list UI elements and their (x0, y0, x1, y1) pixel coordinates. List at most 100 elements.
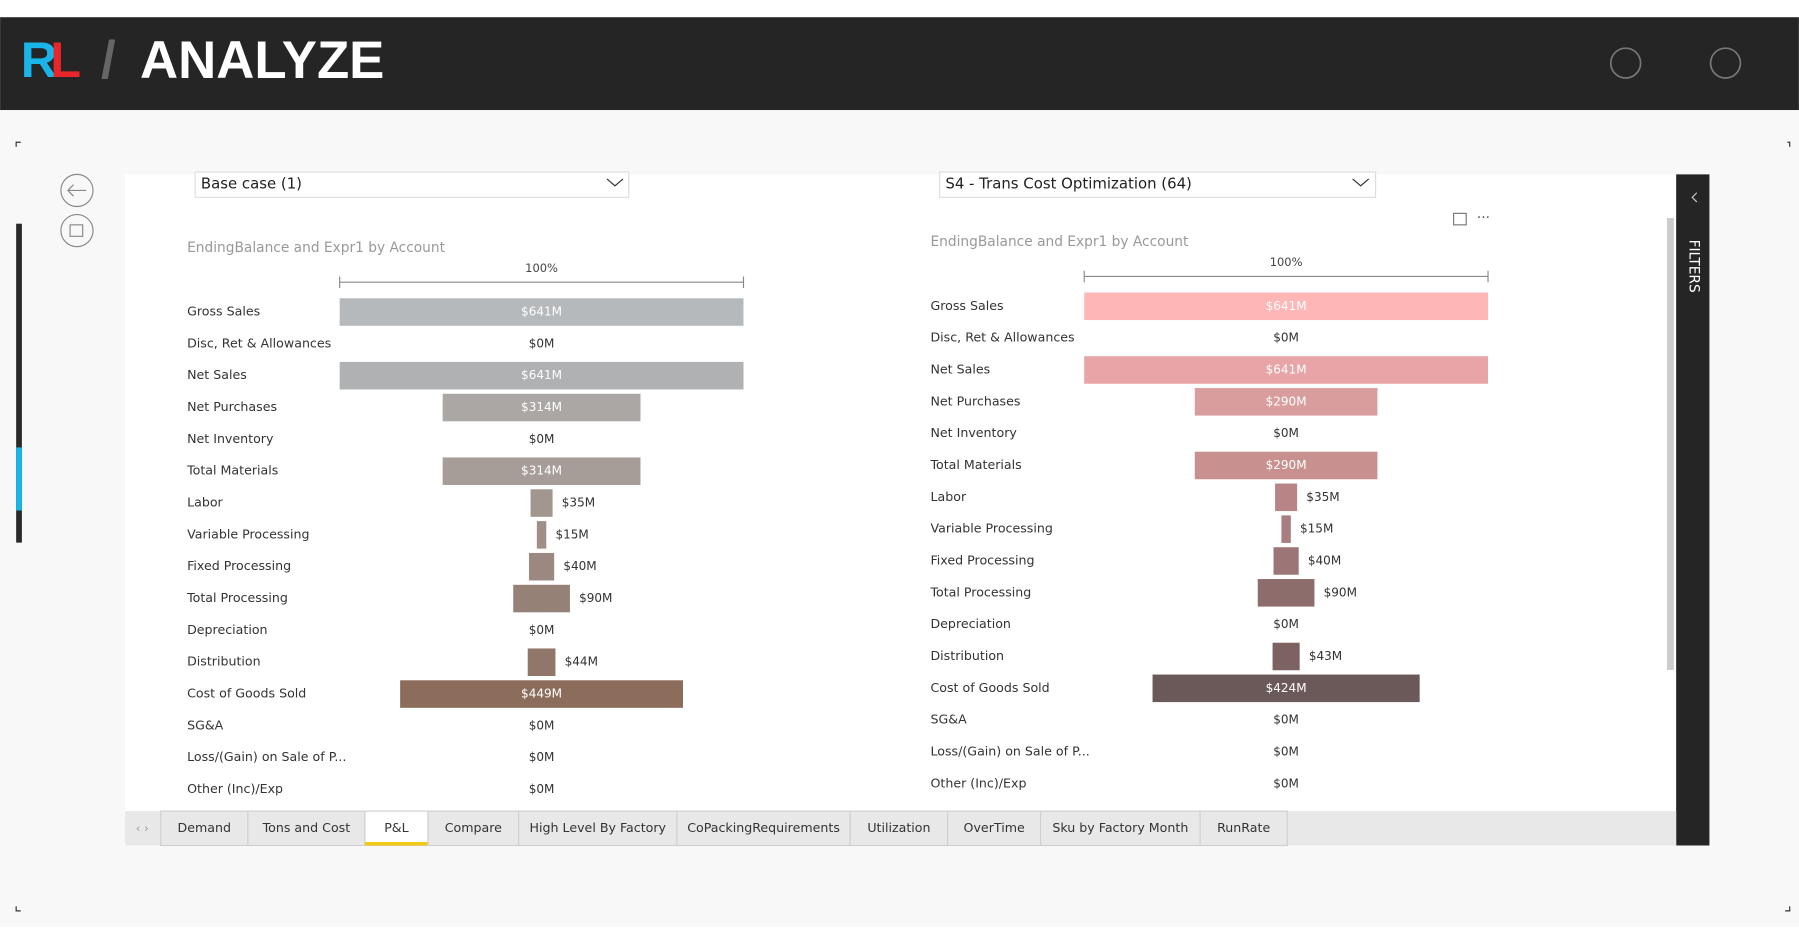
category-label: Net Sales (187, 367, 247, 382)
slash: / (101, 31, 116, 90)
category-label: Disc, Ret & Allowances (187, 335, 331, 350)
category-label: Net Purchases (187, 399, 277, 414)
value-label: $641M (521, 368, 562, 382)
funnel-bar (1272, 642, 1300, 671)
open-icon (69, 224, 84, 237)
chart-title: EndingBalance and Expr1 by Account (930, 234, 1189, 250)
value-label: $0M (529, 750, 555, 764)
tab[interactable] (947, 810, 1042, 847)
category-label: Other (Inc)/Exp (930, 775, 1026, 790)
category-label: Total Processing (929, 584, 1031, 599)
funnel-bar (1084, 356, 1489, 384)
funnel-bar (339, 361, 744, 390)
profile-button[interactable] (1709, 47, 1742, 79)
category-label: Labor (930, 489, 966, 504)
top-bar (0, 17, 1799, 111)
tab-label: Utilization (867, 820, 930, 835)
back-button[interactable] (60, 173, 94, 208)
funnel-bar (527, 648, 556, 676)
scale-line (339, 276, 745, 288)
funnel-bar (1273, 547, 1299, 575)
filters-label: FILTERS (1685, 240, 1701, 293)
value-label: $44M (565, 655, 598, 669)
category-label: Cost of Goods Sold (187, 686, 306, 701)
tab-label: Compare (445, 820, 502, 835)
tab-scroll[interactable]: ‹ › (136, 821, 149, 835)
funnel-bar (442, 393, 641, 422)
dropdown[interactable] (939, 171, 1377, 198)
category-label: Total Materials (186, 463, 278, 478)
open-button[interactable] (60, 213, 94, 248)
category-label: Net Inventory (187, 431, 274, 446)
logo-l: L (50, 32, 81, 89)
more-options-button[interactable]: ··· (1477, 210, 1490, 226)
frame-corners (15, 141, 1791, 912)
scale-label: 100% (1270, 255, 1303, 269)
category-label: Distribution (187, 654, 261, 669)
funnel-bar (339, 298, 744, 326)
side-rail-active (16, 447, 22, 511)
filters-pane[interactable] (1676, 174, 1710, 846)
category-label: SG&A (930, 712, 967, 727)
funnel-bar (1152, 674, 1420, 703)
tab[interactable] (247, 810, 366, 847)
logo-r: R (21, 32, 57, 89)
tab-label: High Level By Factory (530, 820, 667, 835)
tab-label: Tons and Cost (262, 820, 351, 835)
tab[interactable] (1040, 810, 1201, 847)
funnel-bar (1275, 483, 1298, 512)
category-label: Variable Processing (187, 526, 309, 541)
dropdown-text: S4 - Trans Cost Optimization (64) (945, 175, 1192, 193)
value-label: $0M (1273, 744, 1299, 758)
category-label: Disc, Ret & Allowances (930, 330, 1074, 345)
scrollbar[interactable] (1666, 217, 1674, 670)
tab[interactable] (849, 810, 949, 847)
dropdown[interactable] (194, 171, 630, 198)
tab[interactable] (364, 810, 429, 847)
value-label: $0M (1273, 713, 1299, 727)
side-rail (16, 223, 22, 543)
notifications-button[interactable] (1609, 47, 1642, 79)
funnel-bar (528, 552, 555, 581)
value-label: $15M (1300, 522, 1333, 536)
category-label: Labor (187, 495, 223, 510)
value-label: $90M (579, 591, 612, 605)
focus-mode-button[interactable] (1453, 212, 1467, 226)
scale-line (1083, 270, 1489, 283)
scale-label: 100% (525, 261, 558, 275)
tab[interactable] (1199, 810, 1288, 847)
app-title: ANALYZE (140, 31, 384, 90)
tab-label: OverTime (964, 820, 1025, 835)
tab-label: CoPackingRequirements (687, 820, 840, 835)
value-label: $0M (1273, 776, 1299, 790)
value-label: $0M (529, 718, 555, 732)
value-label: $15M (555, 527, 588, 541)
filters-collapse (1691, 192, 1698, 203)
dropdown-arrow (1352, 178, 1370, 187)
category-label: Fixed Processing (187, 558, 291, 573)
category-label: Distribution (930, 648, 1004, 663)
funnel-bar (1194, 451, 1378, 480)
tab-label: Sku by Factory Month (1052, 820, 1188, 835)
tab[interactable] (676, 810, 851, 847)
tab-label: P&L (384, 820, 408, 835)
category-label: Loss/(Gain) on Sale of P... (187, 749, 346, 764)
category-label: Gross Sales (187, 304, 260, 319)
category-label: Total Processing (186, 590, 288, 605)
funnel-bar (1281, 515, 1291, 543)
value-label: $314M (521, 464, 562, 478)
value-label: $641M (1266, 299, 1307, 313)
funnel-bar (513, 584, 570, 613)
value-label: $0M (1273, 426, 1299, 440)
value-label: $40M (1308, 553, 1341, 567)
value-label: $35M (1306, 490, 1339, 504)
category-label: Depreciation (187, 622, 267, 637)
category-label: SG&A (187, 717, 224, 732)
funnel-bar (1194, 388, 1378, 416)
value-label: $40M (563, 559, 596, 573)
active-tab-underline (364, 842, 428, 846)
value-label: $424M (1266, 681, 1307, 695)
tab[interactable] (427, 810, 520, 847)
value-label: $43M (1309, 649, 1342, 663)
